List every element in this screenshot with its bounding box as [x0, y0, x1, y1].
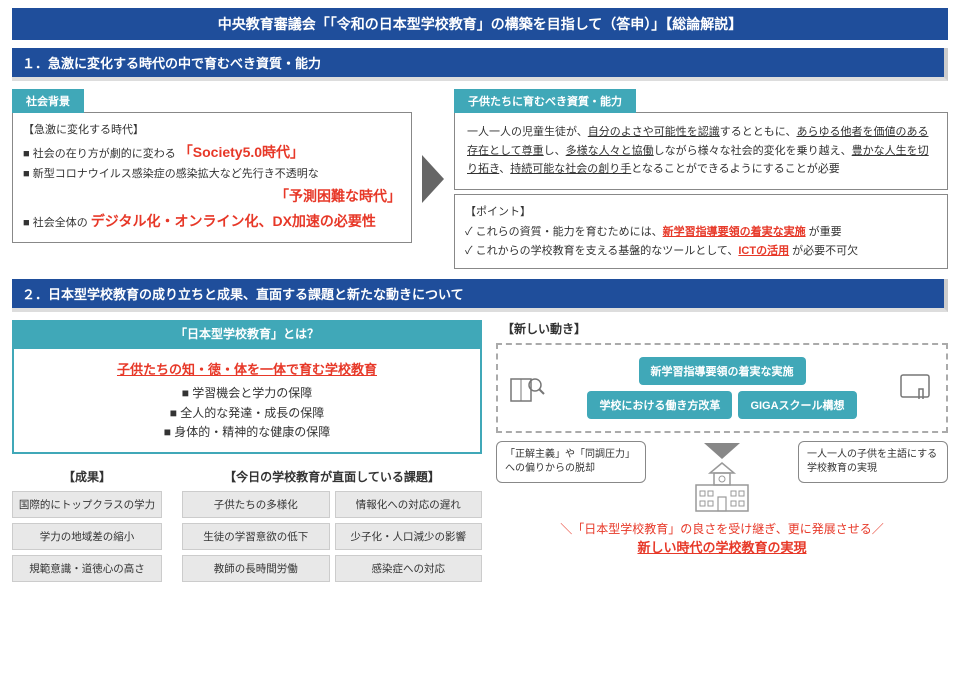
jp-edu-sub1: ■ 学習機会と学力の保障 — [28, 384, 466, 403]
pill-group: 新学習指導要領の着実な実施 学校における働き方改革 GIGAスクール構想 — [556, 357, 888, 419]
book-search-icon — [508, 371, 548, 405]
s2-left-col: 「日本型学校教育」とは？ 子供たちの知・徳・体を一体で育む学校教育 ■ 学習機会… — [12, 320, 482, 587]
pill-curriculum: 新学習指導要領の着実な実施 — [639, 357, 806, 385]
section2-header: ２．日本型学校教育の成り立ちと成果、直面する課題と新たな動きについて — [12, 279, 948, 312]
results-issues-row: 【成果】 国際的にトップクラスの学力 学力の地域差の縮小 規範意識・道徳心の高さ… — [12, 468, 482, 587]
s2-right-col: 【新しい動き】 新学習指導要領の着実な実施 学校における働き方改革 GIGAスク… — [496, 320, 948, 587]
b3-highlight: デジタル化・オンライン化、DX加速の必要性 — [91, 213, 376, 229]
social-background-panel: 【急激に変化する時代】 ■ 社会の在り方が劇的に変わる 「Society5.0時… — [12, 112, 412, 243]
issues-col: 【今日の学校教育が直面している課題】 子供たちの多様化 情報化への対応の遅れ 生… — [182, 468, 482, 587]
pt1-post: が重要 — [806, 226, 842, 238]
speech-right: 一人一人の子供を主語にする学校教育の実現 — [798, 441, 948, 483]
results-heading: 【成果】 — [12, 468, 162, 485]
new-moves-box: 新学習指導要領の着実な実施 学校における働き方改革 GIGAスクール構想 — [496, 343, 948, 433]
section1-header: １．急激に変化する時代の中で育むべき資質・能力 — [12, 48, 948, 81]
issue-5: 教師の長時間労働 — [182, 555, 330, 582]
speech-row: 「正解主義」や「同調圧力」への偏りからの脱却 — [496, 441, 948, 516]
pt1-highlight: 新学習指導要領の着実な実施 — [663, 226, 806, 238]
s1-left-col: 社会背景 【急激に変化する時代】 ■ 社会の在り方が劇的に変わる 「Societ… — [12, 89, 412, 269]
section2-body: 「日本型学校教育」とは？ 子供たちの知・徳・体を一体で育む学校教育 ■ 学習機会… — [12, 320, 948, 587]
b1-pre: ■ 社会の在り方が劇的に変わる — [23, 148, 176, 160]
final-message: ＼「日本型学校教育」の良さを受け継ぎ、更に発展させる／ 新しい時代の学校教育の実… — [496, 520, 948, 556]
issue-6: 感染症への対応 — [335, 555, 483, 582]
section1-body: 社会背景 【急激に変化する時代】 ■ 社会の在り方が劇的に変わる 「Societ… — [12, 89, 948, 269]
school-icon — [677, 461, 767, 516]
point-2: これからの学校教育を支える基盤的なツールとして、ICTの活用 が必要不可欠 — [465, 242, 937, 261]
pill-workstyle: 学校における働き方改革 — [587, 391, 732, 419]
jp-edu-sub3: ■ 身体的・精神的な健康の保障 — [28, 423, 466, 442]
final-line1: ＼「日本型学校教育」の良さを受け継ぎ、更に発展させる／ — [496, 520, 948, 537]
results-col: 【成果】 国際的にトップクラスの学力 学力の地域差の縮小 規範意識・道徳心の高さ — [12, 468, 162, 587]
result-3: 規範意識・道徳心の高さ — [12, 555, 162, 582]
points-panel: 【ポイント】 これらの資質・能力を育むためには、新学習指導要領の着実な実施 が重… — [454, 194, 948, 269]
triangle-down-icon — [704, 443, 740, 459]
pt2-highlight: ICTの活用 — [738, 245, 789, 257]
arrow-right-icon — [422, 155, 444, 203]
result-1: 国際的にトップクラスの学力 — [12, 491, 162, 518]
result-2: 学力の地域差の縮小 — [12, 523, 162, 550]
jp-edu-box: 子供たちの知・徳・体を一体で育む学校教育 ■ 学習機会と学力の保障 ■ 全人的な… — [12, 347, 482, 454]
abilities-text: 一人一人の児童生徒が、自分のよさや可能性を認識するとともに、あらゆる他者を価値の… — [467, 123, 935, 179]
social-background-tab: 社会背景 — [12, 89, 84, 113]
point-1: これらの資質・能力を育むためには、新学習指導要領の着実な実施 が重要 — [465, 223, 937, 242]
era-heading: 【急激に変化する時代】 — [23, 121, 401, 137]
issue-3: 生徒の学習意欲の低下 — [182, 523, 330, 550]
issues-grid: 子供たちの多様化 情報化への対応の遅れ 生徒の学習意欲の低下 少子化・人口減少の… — [182, 491, 482, 582]
abilities-panel: 一人一人の児童生徒が、自分のよさや可能性を認識するとともに、あらゆる他者を価値の… — [454, 112, 948, 190]
pt1-pre: これらの資質・能力を育むためには、 — [476, 226, 663, 238]
b2-highlight: 「予測困難な時代」 — [275, 188, 401, 204]
tablet-touch-icon — [896, 371, 936, 405]
b3-pre: ■ 社会全体の — [23, 217, 88, 229]
pt2-post: が必要不可欠 — [789, 245, 858, 257]
issue-2: 情報化への対応の遅れ — [335, 491, 483, 518]
center-flow — [677, 441, 767, 516]
bullet-dx: ■ 社会全体の デジタル化・オンライン化、DX加速の必要性 — [23, 210, 401, 233]
page-title: 中央教育審議会「「令和の日本型学校教育」の構築を目指して（答申）」【総論解説】 — [12, 8, 948, 40]
final-line2: 新しい時代の学校教育の実現 — [496, 537, 948, 556]
pt2-pre: これからの学校教育を支える基盤的なツールとして、 — [476, 245, 739, 257]
conclusion-area: 「正解主義」や「同調圧力」への偏りからの脱却 — [496, 441, 948, 556]
b1-highlight: 「Society5.0時代」 — [179, 144, 304, 160]
speech-left: 「正解主義」や「同調圧力」への偏りからの脱却 — [496, 441, 646, 483]
s1-right-col: 子供たちに育むべき資質・能力 一人一人の児童生徒が、自分のよさや可能性を認識する… — [454, 89, 948, 269]
abilities-tab: 子供たちに育むべき資質・能力 — [454, 89, 636, 113]
jp-edu-sub2: ■ 全人的な発達・成長の保障 — [28, 404, 466, 423]
issue-4: 少子化・人口減少の影響 — [335, 523, 483, 550]
points-heading: 【ポイント】 — [465, 203, 937, 219]
issues-heading: 【今日の学校教育が直面している課題】 — [182, 468, 482, 485]
jp-edu-main: 子供たちの知・徳・体を一体で育む学校教育 — [28, 359, 466, 378]
pill-giga: GIGAスクール構想 — [738, 391, 856, 419]
bullet-society5: ■ 社会の在り方が劇的に変わる 「Society5.0時代」 — [23, 141, 401, 164]
bullet-unpredictable: 「予測困難な時代」 — [23, 185, 401, 208]
bullet-covid: ■ 新型コロナウイルス感染症の感染拡大など先行き不透明な — [23, 166, 401, 184]
jp-edu-header: 「日本型学校教育」とは？ — [12, 320, 482, 347]
issue-1: 子供たちの多様化 — [182, 491, 330, 518]
new-moves-heading: 【新しい動き】 — [502, 320, 948, 337]
